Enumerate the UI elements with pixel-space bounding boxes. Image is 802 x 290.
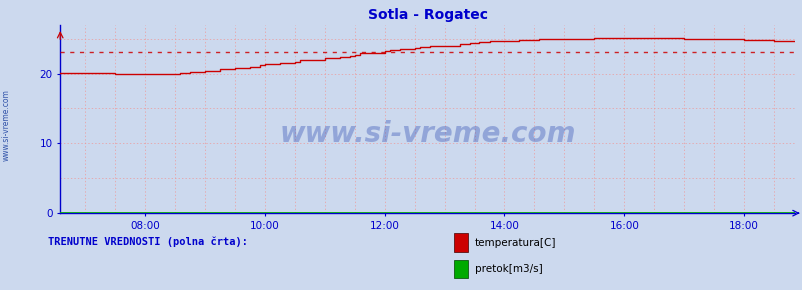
Text: pretok[m3/s]: pretok[m3/s] [474,264,541,274]
Text: temperatura[C]: temperatura[C] [474,238,555,248]
Text: TRENUTNE VREDNOSTI (polna črta):: TRENUTNE VREDNOSTI (polna črta): [48,237,248,247]
Text: www.si-vreme.com: www.si-vreme.com [279,120,575,148]
Text: www.si-vreme.com: www.si-vreme.com [2,89,11,161]
Title: Sotla - Rogatec: Sotla - Rogatec [367,8,487,22]
